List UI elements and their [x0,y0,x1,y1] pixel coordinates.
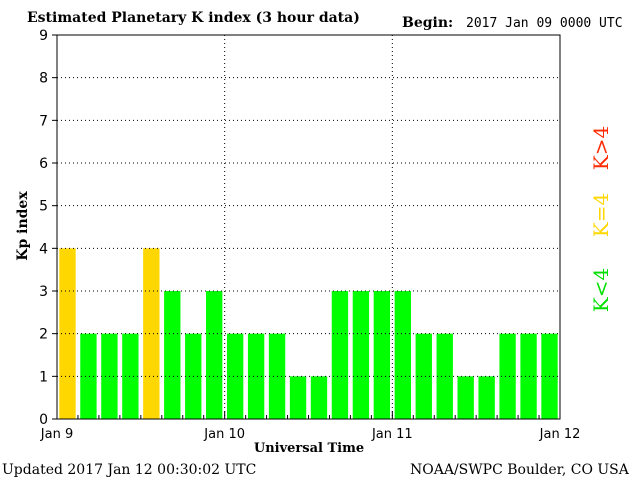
kp-bar [206,291,223,419]
x-tick-label: Jan 12 [539,427,581,442]
y-axis-label: Kp index [15,191,31,261]
y-tick-label: 9 [39,28,48,44]
kp-bar [436,333,453,419]
kp-bar [331,291,349,419]
kp-bar [59,248,76,419]
kp-bar [478,376,495,419]
x-ticks: Jan 9 Jan 10 Jan 11 Jan 12 [40,411,581,442]
kp-bar [164,291,181,419]
kp-bar [310,376,328,419]
chart-title: Estimated Planetary K index (3 hour data… [27,10,360,26]
legend-equal: K=4 [589,193,613,237]
kp-bar [352,291,370,419]
kp-bar [122,333,139,419]
kp-bar [457,376,474,419]
x-axis-label: Universal Time [254,441,364,456]
y-tick-label: 4 [39,241,48,257]
x-tick-label: Jan 9 [40,427,73,442]
y-tick-label: 5 [39,199,48,215]
kp-bar [226,333,244,419]
x-tick-label: Jan 11 [371,427,413,442]
begin-value: 2017 Jan 09 0000 UTC [466,16,623,31]
y-tick-label: 2 [39,327,48,343]
source-text: NOAA/SWPC Boulder, CO USA [410,462,630,478]
y-ticks: 0 1 2 3 4 5 6 7 8 9 [39,28,57,428]
kp-bar [394,291,411,419]
kp-bar [520,333,537,419]
kp-bar [499,333,516,419]
y-tick-label: 7 [39,113,48,129]
kp-bar [373,291,391,419]
y-tick-label: 8 [39,71,48,87]
y-tick-label: 1 [39,369,48,385]
y-tick-label: 6 [39,156,48,172]
kp-bar [247,333,265,419]
legend-low: K<4 [589,268,613,312]
y-tick-label: 3 [39,284,48,300]
bars [59,248,558,419]
kp-bar [143,248,160,419]
y-tick-label: 0 [39,412,48,428]
x-tick-label: Jan 10 [203,427,245,442]
begin-label: Begin: [402,15,453,31]
plot-frame [56,34,561,420]
kp-bar [415,333,432,419]
updated-text: Updated 2017 Jan 12 00:30:02 UTC [2,462,256,478]
kp-bar [80,333,97,419]
kp-bar [289,376,307,419]
legend-high: K>4 [589,126,613,170]
grid-lines [57,35,560,419]
